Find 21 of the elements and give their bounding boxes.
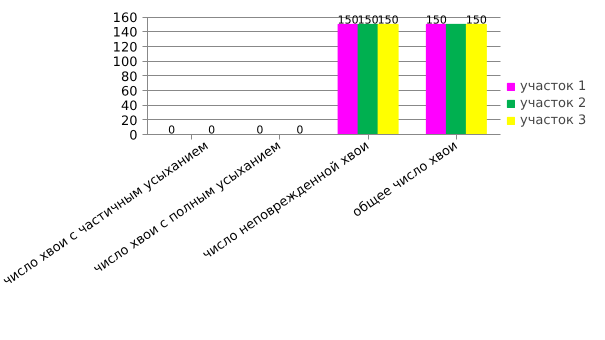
y-tick-label: 140 (112, 26, 138, 41)
y-tick-label: 60 (120, 84, 138, 100)
y-tick-label: 80 (120, 70, 138, 85)
y-tick-label: 0 (129, 128, 138, 144)
data-label: 0 (296, 124, 304, 136)
data-label: 150 (426, 13, 447, 26)
legend-label: участок 3 (520, 113, 586, 128)
y-tick-label: 40 (120, 99, 138, 114)
y-tick-label: 160 (112, 11, 138, 26)
data-label: 0 (256, 124, 264, 136)
data-label: 150 (466, 13, 487, 26)
y-tick-label: 20 (120, 114, 138, 129)
data-label: 150 (378, 13, 399, 26)
legend-label: участок 2 (520, 96, 586, 111)
y-tick-label: 100 (112, 55, 138, 70)
data-label: 150 (358, 13, 379, 26)
data-label: 150 (338, 13, 359, 26)
y-tick-label: 120 (112, 40, 138, 56)
data-label: 0 (168, 124, 176, 136)
data-label: 0 (208, 124, 216, 136)
legend-label: участок 1 (520, 79, 586, 94)
